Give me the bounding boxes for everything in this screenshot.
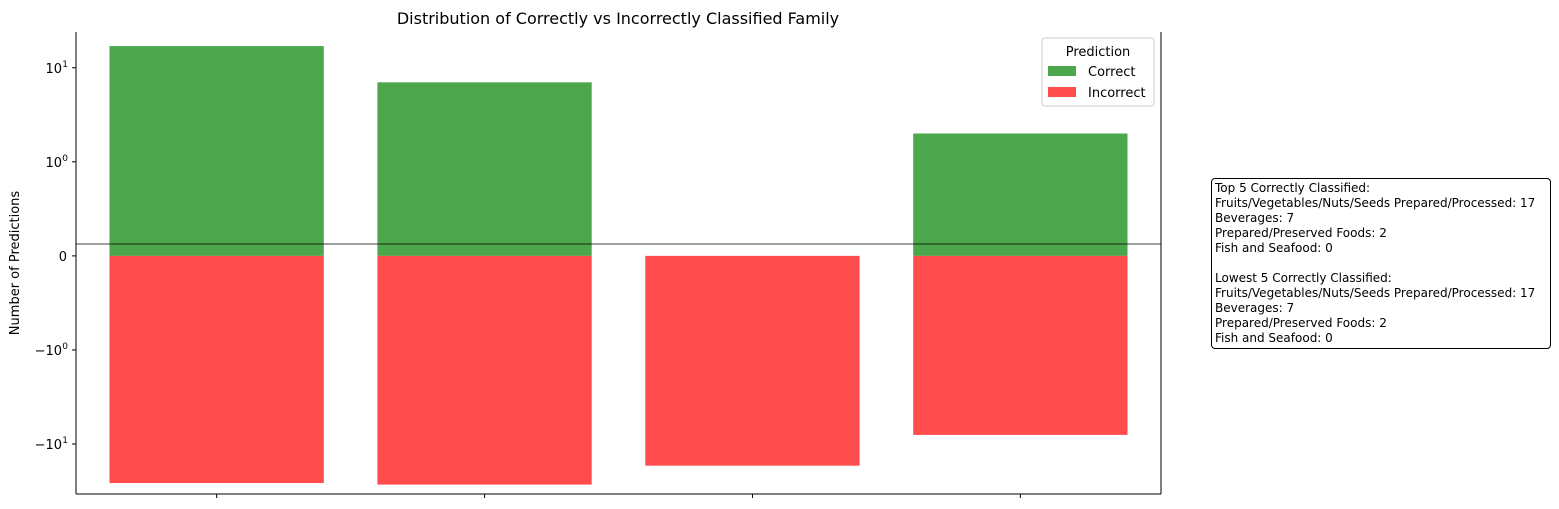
summary-line: Beverages: 7	[1215, 211, 1295, 225]
summary-line: Fruits/Vegetables/Nuts/Seeds Prepared/Pr…	[1215, 196, 1536, 210]
bars-layer	[109, 46, 1128, 485]
y-tick-exponent: 0	[62, 154, 68, 164]
y-tick-exponent: 1	[62, 60, 68, 70]
summary-line: Prepared/Preserved Foods: 2	[1215, 316, 1387, 330]
bar-correct-1	[109, 46, 324, 256]
axes-layer: 10 110 00−10 0−10 1	[35, 32, 1162, 498]
y-tick-label: −10	[35, 438, 62, 453]
summary-line: Beverages: 7	[1215, 301, 1295, 315]
legend-title: Prediction	[1066, 45, 1131, 60]
legend-swatch-correct	[1048, 66, 1076, 76]
legend-label-correct: Correct	[1088, 65, 1135, 80]
y-tick-label: 0	[59, 250, 67, 265]
y-tick-label: 10	[45, 156, 62, 171]
y-tick-exponent: 1	[62, 436, 68, 446]
summary-line: Prepared/Preserved Foods: 2	[1215, 226, 1387, 240]
summary-line: Fish and Seafood: 0	[1215, 241, 1333, 255]
y-tick-label: −10	[35, 344, 62, 359]
chart-title: Distribution of Correctly vs Incorrectly…	[397, 9, 839, 28]
legend-swatch-incorrect	[1048, 87, 1076, 97]
bar-incorrect-3	[645, 255, 860, 466]
bar-correct-2	[377, 82, 592, 256]
bar-correct-4	[913, 133, 1128, 256]
summary-line: Fish and Seafood: 0	[1215, 331, 1333, 345]
y-tick-label: 10	[45, 62, 62, 77]
summary-line: Fruits/Vegetables/Nuts/Seeds Prepared/Pr…	[1215, 286, 1536, 300]
legend: Prediction Correct Incorrect	[1041, 37, 1155, 107]
y-tick-exponent: 0	[62, 342, 68, 352]
summary-line	[1215, 256, 1547, 271]
summary-line: Lowest 5 Correctly Classified:	[1215, 271, 1392, 285]
legend-label-incorrect: Incorrect	[1088, 86, 1146, 101]
bar-incorrect-2	[377, 255, 592, 485]
summary-line: Top 5 Correctly Classified:	[1215, 181, 1371, 195]
bar-incorrect-1	[109, 255, 324, 484]
summary-box: Top 5 Correctly Classified: Fruits/Vegeta…	[1211, 178, 1551, 349]
y-axis-label: Number of Predictions	[8, 191, 23, 336]
bar-incorrect-4	[913, 255, 1128, 435]
